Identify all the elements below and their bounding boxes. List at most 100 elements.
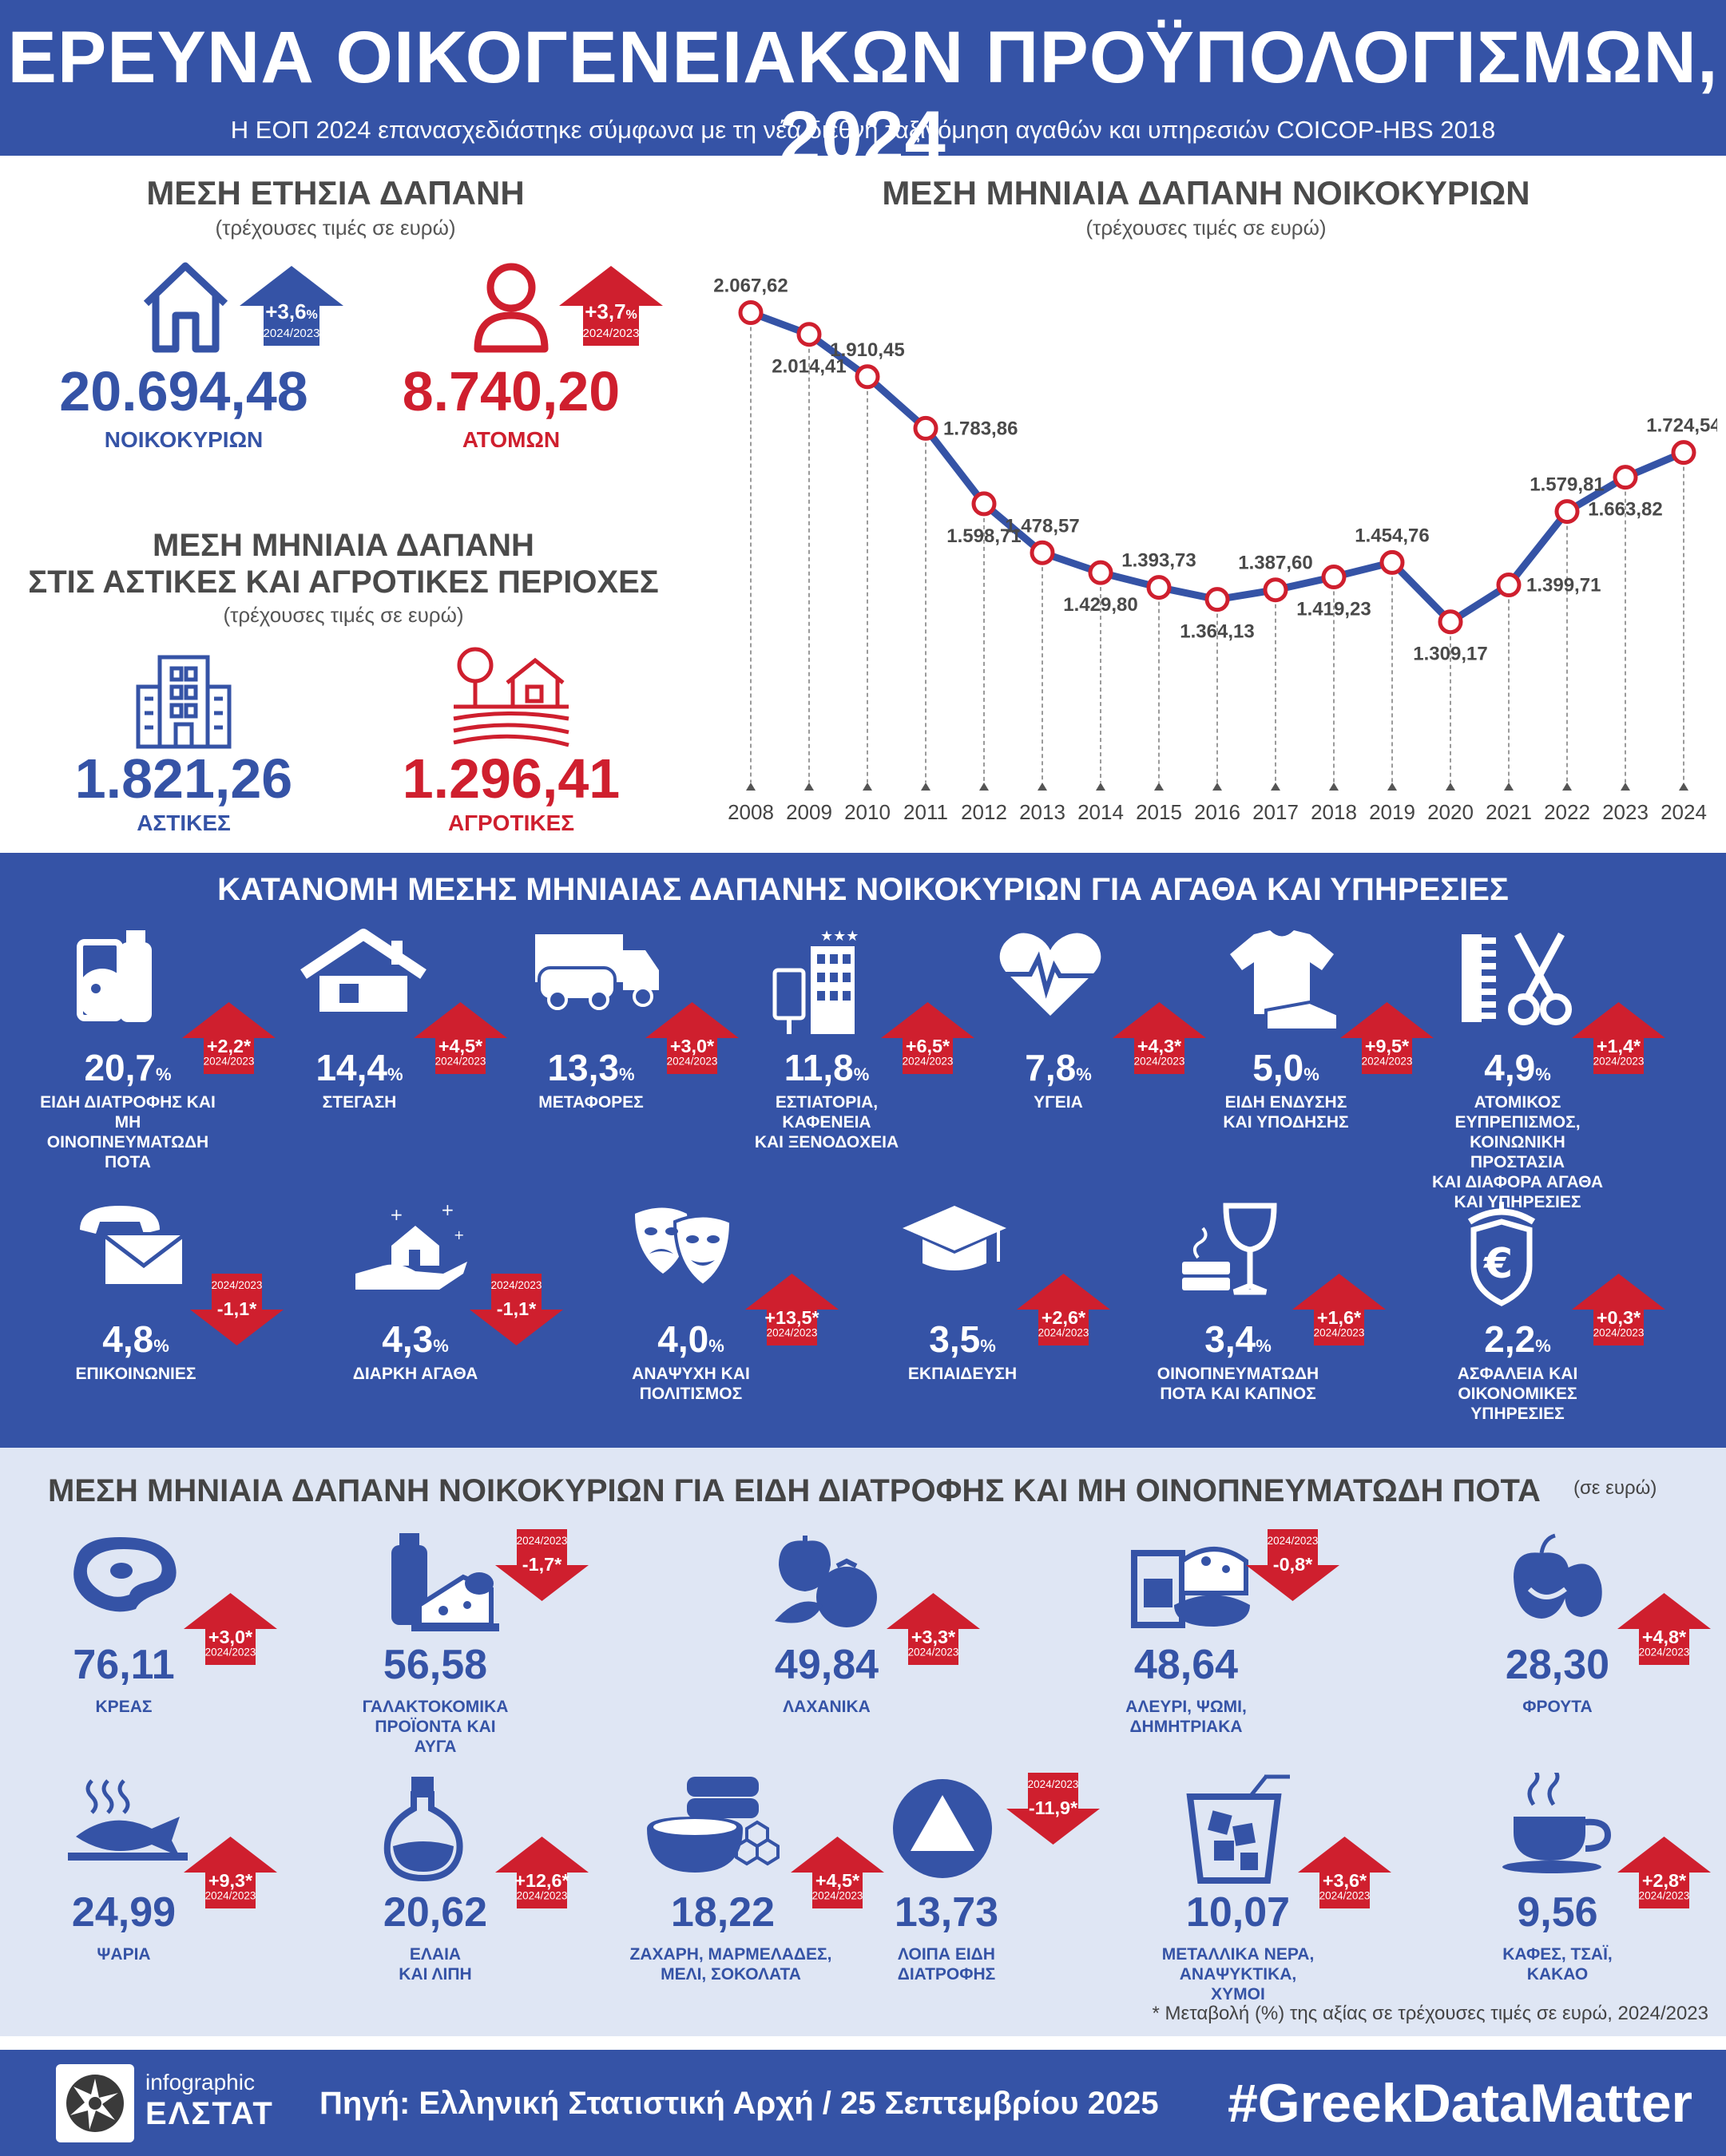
food-label-line: ΨΑΡΙΑ bbox=[97, 1945, 151, 1964]
x-tick-label: 2020 bbox=[1427, 800, 1474, 824]
axis-tick-marker bbox=[1038, 783, 1047, 791]
category-percent: 5,0 bbox=[1252, 1047, 1304, 1088]
footnote: * Μεταβολή (%) της αξίας σε τρέχουσες τι… bbox=[1152, 2003, 1708, 2024]
change-badge: +1,6* 2024/2023 bbox=[1292, 1274, 1386, 1346]
food-value: 18,22 bbox=[670, 1889, 776, 1936]
change-value: -1,7* bbox=[522, 1553, 562, 1575]
data-label: 1.454,76 bbox=[1355, 525, 1429, 546]
pct-sign: % bbox=[306, 308, 318, 322]
category-label-line: ΣΤΕΓΑΣΗ bbox=[322, 1093, 397, 1112]
household-change-badge: +3,6% 2024/2023 bbox=[240, 266, 343, 346]
data-point bbox=[1438, 609, 1463, 635]
x-tick-label: 2009 bbox=[786, 800, 832, 824]
arrow-up-icon bbox=[881, 1002, 974, 1074]
star-emblem-icon bbox=[66, 2075, 124, 2132]
category-percent: 3,5 bbox=[929, 1318, 981, 1360]
change-value: +4,3* bbox=[1137, 1035, 1182, 1057]
change-period: 2024/2023 bbox=[1133, 1055, 1185, 1068]
monthly-expenditure-line-chart: 2008 2009 2010 2011 2012 2013 2014 2015 2016 2017… bbox=[713, 275, 1717, 824]
category-label-line: ΕΠΙΚΟΙΝΩΝΙΕΣ bbox=[75, 1365, 196, 1383]
arrow-up-icon bbox=[182, 1002, 276, 1074]
change-period: 2024/2023 bbox=[490, 1279, 542, 1292]
category-label-line: ΠΟΤΑ bbox=[105, 1153, 151, 1171]
source-text: Πηγή: Ελληνική Στατιστική Αρχή / 25 Σεπτ… bbox=[319, 2086, 1159, 2121]
category-label: ΕΚΠΑΙΔΕΥΣΗ bbox=[867, 1364, 1058, 1384]
category-label-line: ΚΑΙ ΥΠΟΔΗΣΗΣ bbox=[1223, 1113, 1349, 1132]
oil-bottle-icon bbox=[375, 1773, 471, 1888]
arrow-down-icon bbox=[190, 1274, 284, 1346]
change-badge: +4,8* 2024/2023 bbox=[1617, 1593, 1711, 1665]
change-period: 2024/2023 bbox=[1319, 1889, 1371, 1902]
clothing-icon bbox=[1222, 926, 1342, 1042]
data-label: 1.399,71 bbox=[1526, 575, 1601, 596]
category-label-line: ΕΚΠΑΙΔΕΥΣΗ bbox=[907, 1365, 1018, 1383]
data-point bbox=[738, 300, 764, 326]
x-tick-label: 2016 bbox=[1194, 800, 1240, 824]
pct-sign: % bbox=[1535, 1064, 1551, 1084]
soft-drink-icon bbox=[1178, 1773, 1298, 1888]
change-badge: +3,6* 2024/2023 bbox=[1298, 1837, 1391, 1908]
change-period: 2024/2023 bbox=[204, 1889, 256, 1902]
change-value: +3,6* bbox=[1322, 1869, 1367, 1892]
arrow-up-icon bbox=[1572, 1002, 1665, 1074]
change-period: 2024/2023 bbox=[1593, 1326, 1645, 1339]
category-label-line: ΚΑΙ ΥΠΗΡΕΣΙΕΣ bbox=[1454, 1193, 1581, 1211]
urban-rural-title: ΜΕΣΗ ΜΗΝΙΑΙΑ ΔΑΠΑΝΗ ΣΤΙΣ ΑΣΤΙΚΕΣ ΚΑΙ ΑΓΡ… bbox=[16, 527, 671, 600]
category-percent: 4,9 bbox=[1484, 1047, 1536, 1088]
pct-sign: % bbox=[387, 1064, 403, 1084]
category-percent: 7,8 bbox=[1025, 1047, 1077, 1088]
change-period: 2024/2023 bbox=[1593, 1055, 1645, 1068]
pct-sign: % bbox=[153, 1336, 169, 1356]
hand-house-icon: + + + bbox=[351, 1198, 471, 1306]
food-label: ΚΡΕΑΣ bbox=[44, 1697, 204, 1717]
arrow-down-icon bbox=[1006, 1773, 1100, 1845]
category-label-line: ΚΑΦΕΝΕΙΑ bbox=[782, 1113, 871, 1132]
x-tick-label: 2012 bbox=[961, 800, 1007, 824]
change-badge: -11,9* 2024/2023 bbox=[1006, 1773, 1100, 1845]
svg-text:★★★: ★★★ bbox=[820, 928, 859, 945]
data-label: 1.309,17 bbox=[1413, 644, 1487, 665]
food-label-line: ΔΗΜΗΤΡΙΑΚΑ bbox=[1129, 1718, 1243, 1736]
change-badge: +3,0* 2024/2023 bbox=[645, 1002, 739, 1074]
change-badge: +2,6* 2024/2023 bbox=[1017, 1274, 1110, 1346]
categories-panel bbox=[0, 853, 1726, 1448]
change-value: +1,6* bbox=[1316, 1306, 1362, 1329]
axis-tick-marker bbox=[1212, 783, 1222, 791]
x-tick-label: 2010 bbox=[844, 800, 891, 824]
food-value: 20,62 bbox=[383, 1889, 488, 1936]
change-badge: -1,7* 2024/2023 bbox=[495, 1529, 589, 1601]
change-value: +3,0* bbox=[669, 1035, 715, 1057]
category-label-line: ΑΝΑΨΥΧΗ ΚΑΙ bbox=[632, 1365, 750, 1383]
food-value: 10,07 bbox=[1185, 1889, 1291, 1936]
category-percent: 13,3 bbox=[547, 1047, 619, 1088]
food-label-line: ΑΛΕΥΡΙ, ΨΩΜΙ, bbox=[1125, 1698, 1247, 1716]
category-percent: 4,0 bbox=[657, 1318, 709, 1360]
category-label-line: ΕΙΔΗ ΔΙΑΤΡΟΦΗΣ ΚΑΙ bbox=[40, 1093, 216, 1112]
change-period: 2024/2023 bbox=[907, 1646, 959, 1659]
category-label: ΕΙΔΗ ΕΝΔΥΣΗΣ ΚΑΙ ΥΠΟΔΗΣΗΣ bbox=[1190, 1092, 1382, 1132]
sweets-icon bbox=[639, 1773, 783, 1881]
change-period: 2024/2023 bbox=[902, 1055, 954, 1068]
axis-tick-marker bbox=[863, 783, 872, 791]
x-tick-label: 2023 bbox=[1602, 800, 1649, 824]
axis-tick-marker bbox=[979, 783, 989, 791]
food-panel bbox=[0, 1448, 1726, 2036]
change-badge: +0,3* 2024/2023 bbox=[1572, 1274, 1665, 1346]
data-point bbox=[1263, 577, 1288, 603]
food-value: 9,56 bbox=[1517, 1889, 1598, 1936]
change-period: 2024/2023 bbox=[516, 1535, 568, 1548]
chart-subtitle: (τρέχουσες τιμές σε ευρώ) bbox=[1085, 216, 1327, 240]
data-point bbox=[971, 491, 997, 517]
data-label: 1.478,57 bbox=[1005, 515, 1079, 537]
urban-rural-unit: (τρέχουσες τιμές σε ευρώ) bbox=[223, 603, 464, 627]
data-point bbox=[1204, 587, 1230, 612]
change-badge: +4,3* 2024/2023 bbox=[1113, 1002, 1206, 1074]
data-point bbox=[1321, 565, 1347, 590]
food-label: ΛΟΙΠΑ ΕΙΔΗ ΔΙΑΤΡΟΦΗΣ bbox=[867, 1944, 1026, 1984]
data-label: 1.598,71 bbox=[946, 525, 1021, 547]
food-label-line: ΜΕΛΙ, ΣΟΚΟΛΑΤΑ bbox=[661, 1965, 801, 1984]
arrow-up-icon bbox=[1113, 1002, 1206, 1074]
arrow-up-icon bbox=[1292, 1274, 1386, 1346]
change-badge: -0,8* 2024/2023 bbox=[1246, 1529, 1339, 1601]
x-tick-label: 2011 bbox=[903, 800, 948, 824]
